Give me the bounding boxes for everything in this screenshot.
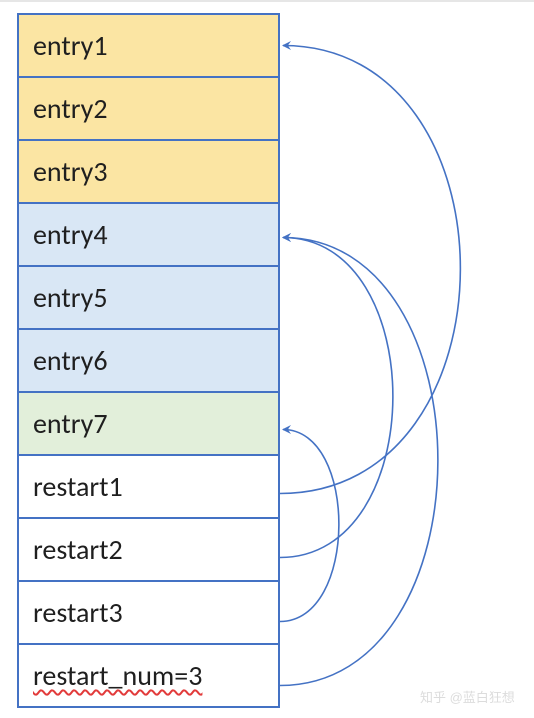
entries-tbody: entry1entry2entry3entry4entry5entry6entr… [18,14,279,707]
table-cell: restart2 [18,518,279,581]
table-cell: entry4 [18,203,279,266]
table-cell: entry5 [18,266,279,329]
table-row: entry2 [18,77,279,140]
table-row: entry5 [18,266,279,329]
arrow-restart2-to-entry4 [280,238,393,558]
arrow-restartnum-to-entry4 [280,238,438,686]
table-row: entry3 [18,140,279,203]
table-row: restart3 [18,581,279,644]
table-cell: entry3 [18,140,279,203]
arrow-restart1-to-entry1 [280,46,460,494]
table-cell: entry1 [18,14,279,77]
entries-table: entry1entry2entry3entry4entry5entry6entr… [17,13,280,708]
table-row: entry6 [18,329,279,392]
table-row: restart1 [18,455,279,518]
table-cell: entry6 [18,329,279,392]
table-row: entry7 [18,392,279,455]
table-row: restart2 [18,518,279,581]
table-cell: restart_num=3 [18,644,279,707]
table-cell: entry7 [18,392,279,455]
table-row: entry1 [18,14,279,77]
table-cell: restart1 [18,455,279,518]
table-row: entry4 [18,203,279,266]
table-cell: entry2 [18,77,279,140]
table-row: restart_num=3 [18,644,279,707]
watermark-text: 知乎 @蓝白狂想 [420,687,515,706]
arrow-restart3-to-entry7 [280,430,339,622]
page-top-rule [0,0,534,2]
table-cell: restart3 [18,581,279,644]
